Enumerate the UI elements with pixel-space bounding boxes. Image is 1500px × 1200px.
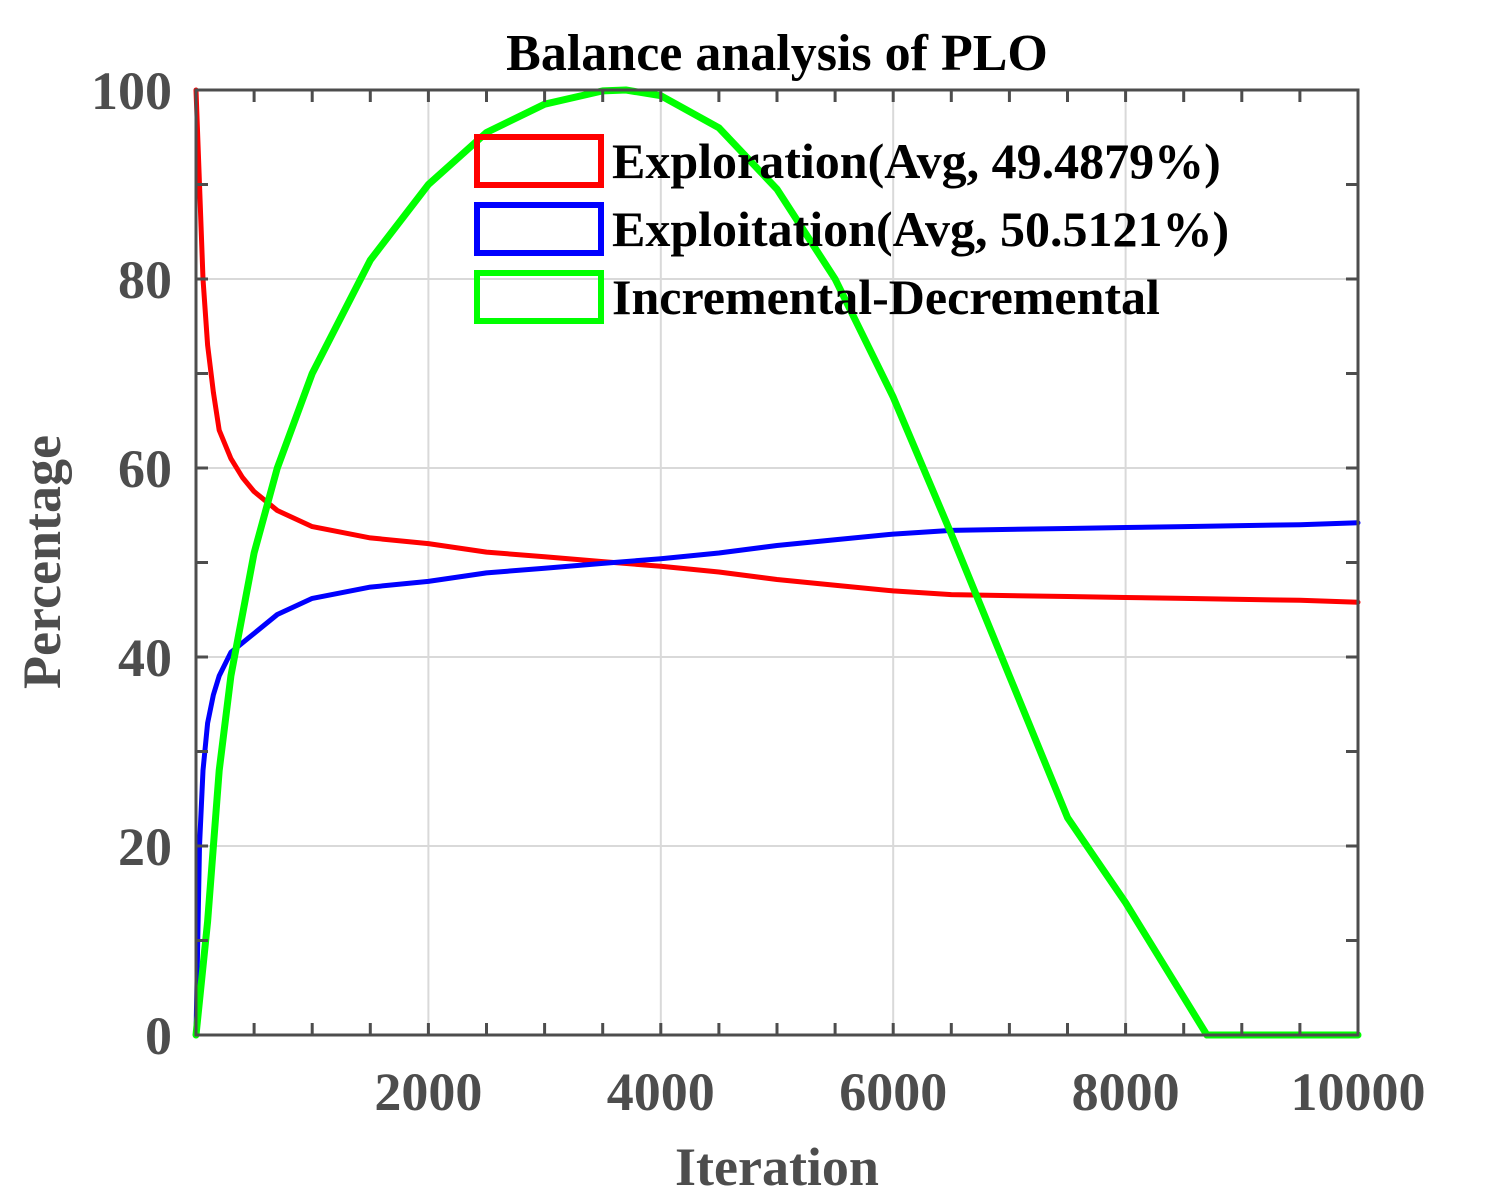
- axis-ticks: [196, 90, 1358, 1035]
- legend-swatch: [474, 134, 604, 188]
- legend-label: Incremental-Decremental: [612, 269, 1160, 325]
- series-line-1: [193, 87, 1361, 605]
- x-tick-label: 10000: [1291, 1062, 1426, 1122]
- y-tick-label: 80: [118, 250, 172, 310]
- x-tick-label: 8000: [1072, 1062, 1180, 1122]
- legend-label: Exploration(Avg, 49.4879%): [612, 133, 1221, 189]
- y-tick-label: 60: [118, 439, 172, 499]
- y-tick-label: 20: [118, 817, 172, 877]
- y-tick-label: 0: [145, 1006, 172, 1066]
- legend-swatch: [474, 202, 604, 256]
- x-tick-label: 4000: [607, 1062, 715, 1122]
- chart-title: Balance analysis of PLO: [506, 25, 1048, 82]
- legend: Exploration(Avg, 49.4879%) Exploitation(A…: [474, 133, 1229, 325]
- tick-labels: 2000 4000 6000 8000 10000 0 20 40 60 80 100: [91, 61, 1426, 1122]
- legend-swatch: [474, 270, 604, 324]
- series-line-2: [193, 520, 1361, 1038]
- x-axis-label: Iteration: [675, 1137, 879, 1197]
- x-tick-label: 2000: [374, 1062, 482, 1122]
- y-axis-label: Percentage: [12, 435, 72, 689]
- y-tick-label: 40: [118, 628, 172, 688]
- x-tick-label: 6000: [839, 1062, 947, 1122]
- plot-background: [196, 90, 1358, 1035]
- legend-label: Exploitation(Avg, 50.5121%): [612, 201, 1229, 257]
- y-tick-label: 100: [91, 61, 172, 121]
